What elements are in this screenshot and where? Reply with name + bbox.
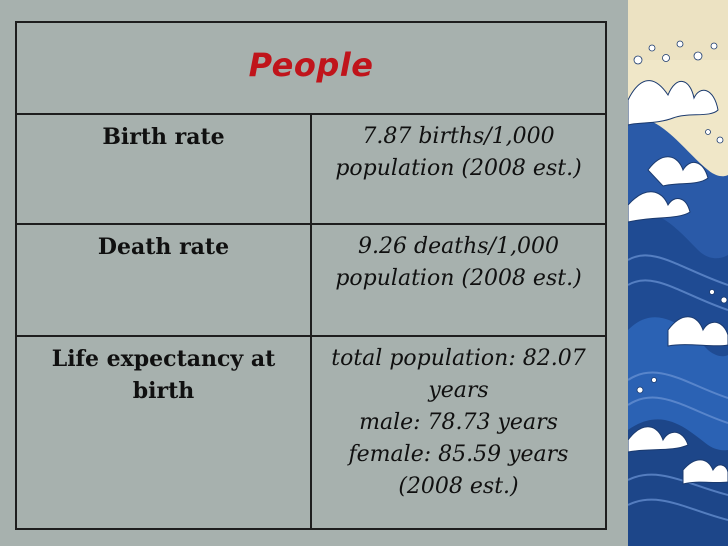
table-title: People (15, 21, 607, 115)
life-expectancy-value-line: female: 85.59 years (348, 442, 569, 467)
death-rate-value-line: population (2008 est.) (335, 266, 582, 291)
death-rate-value-line: 9.26 deaths/1,000 (358, 234, 559, 259)
life-expectancy-value-line: (2008 est.) (398, 474, 519, 499)
table-row-birth-rate: Birth rate 7.87 births/1,000 population … (15, 113, 607, 225)
great-wave-artwork (628, 0, 728, 546)
life-expectancy-value-line: total population: 82.07 years (331, 346, 586, 403)
birth-rate-value-line: 7.87 births/1,000 (362, 124, 555, 149)
life-expectancy-value-line: male: 78.73 years (359, 410, 558, 435)
birth-rate-value: 7.87 births/1,000 population (2008 est.) (310, 113, 607, 225)
life-expectancy-value: total population: 82.07 years male: 78.7… (310, 335, 607, 530)
birth-rate-label: Birth rate (15, 113, 312, 225)
table-row-death-rate: Death rate 9.26 deaths/1,000 population … (15, 223, 607, 337)
birth-rate-value-line: population (2008 est.) (335, 156, 582, 181)
people-table: People Birth rate 7.87 births/1,000 popu… (15, 21, 607, 530)
life-expectancy-label: Life expectancy at birth (15, 335, 312, 530)
table-row-life-expectancy: Life expectancy at birth total populatio… (15, 335, 607, 530)
death-rate-value: 9.26 deaths/1,000 population (2008 est.) (310, 223, 607, 337)
wave-illustration (628, 0, 728, 546)
death-rate-label: Death rate (15, 223, 312, 337)
